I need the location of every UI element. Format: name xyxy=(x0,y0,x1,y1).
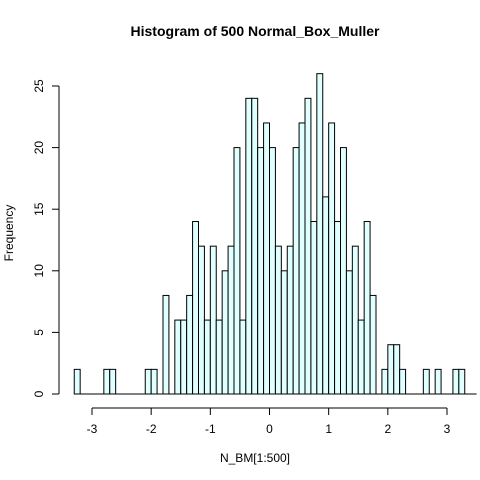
y-axis-label: Frequency xyxy=(2,205,16,262)
histogram-bar xyxy=(381,368,389,395)
histogram-bar xyxy=(399,368,407,395)
histogram-bar xyxy=(334,221,342,395)
histogram-bar xyxy=(269,147,276,395)
histogram-bar xyxy=(109,368,117,395)
histogram-bar xyxy=(369,294,377,395)
histogram-bar xyxy=(221,270,229,395)
histogram-bar xyxy=(316,73,324,395)
bars-group xyxy=(73,73,477,395)
histogram-bar xyxy=(280,270,288,395)
histogram-bar xyxy=(298,122,306,395)
x-tick-label: -3 xyxy=(87,422,98,436)
x-tick-label: 2 xyxy=(384,422,391,436)
x-tick-label: 0 xyxy=(266,422,273,436)
histogram-bar xyxy=(345,270,353,395)
histogram-bar xyxy=(233,147,241,395)
x-axis: -3 -2 -1 0 1 2 3 xyxy=(87,407,451,436)
histogram-bar xyxy=(150,368,158,395)
histogram-bar xyxy=(351,245,359,395)
x-tick-label: -2 xyxy=(146,422,157,436)
histogram-bar xyxy=(340,147,347,395)
histogram-bar xyxy=(186,294,194,395)
x-tick-label: -1 xyxy=(205,422,216,436)
histogram-bar xyxy=(434,368,442,395)
y-tick-label: 0 xyxy=(32,390,46,397)
histogram-bar xyxy=(274,245,282,395)
y-axis: 0 5 10 15 20 25 xyxy=(32,79,60,397)
histogram-bar xyxy=(251,97,259,395)
histogram-bar xyxy=(304,97,312,395)
histogram-bar xyxy=(227,245,235,395)
histogram-bar xyxy=(174,319,182,395)
histogram-bar xyxy=(422,368,430,395)
histogram-bar xyxy=(198,245,205,395)
histogram-bar xyxy=(363,221,371,395)
histogram-bar xyxy=(162,294,170,395)
histogram-bar xyxy=(458,368,466,395)
y-tick-label: 15 xyxy=(32,202,46,216)
histogram-bar xyxy=(103,368,111,395)
histogram-bar xyxy=(292,147,300,395)
histogram-bar xyxy=(245,97,253,395)
y-tick-label: 25 xyxy=(32,79,46,93)
x-tick-label: 1 xyxy=(325,422,332,436)
histogram-bar xyxy=(192,221,199,395)
histogram-bar xyxy=(144,368,152,395)
x-tick-label: 3 xyxy=(444,422,451,436)
histogram-bar xyxy=(180,319,188,395)
histogram-bar xyxy=(452,368,460,395)
histogram-bar xyxy=(257,147,265,395)
y-tick-label: 10 xyxy=(32,264,46,278)
histogram-bar xyxy=(328,122,336,395)
histogram-bar xyxy=(393,344,401,395)
histogram-bar xyxy=(263,122,271,395)
x-axis-label: N_BM[1:500] xyxy=(220,451,290,465)
histogram-bar xyxy=(387,344,395,395)
histogram-bar xyxy=(286,245,294,395)
histogram-bar xyxy=(209,245,217,395)
histogram-bar xyxy=(357,319,365,395)
histogram-bar xyxy=(239,319,247,395)
histogram-bar xyxy=(215,319,223,395)
chart-title: Histogram of 500 Normal_Box_Muller xyxy=(131,23,381,39)
histogram-bar xyxy=(203,319,211,395)
histogram-bar xyxy=(310,221,318,395)
y-tick-label: 5 xyxy=(32,329,46,336)
histogram-bar xyxy=(322,196,330,395)
histogram-bar xyxy=(73,368,81,395)
y-tick-label: 20 xyxy=(32,141,46,155)
